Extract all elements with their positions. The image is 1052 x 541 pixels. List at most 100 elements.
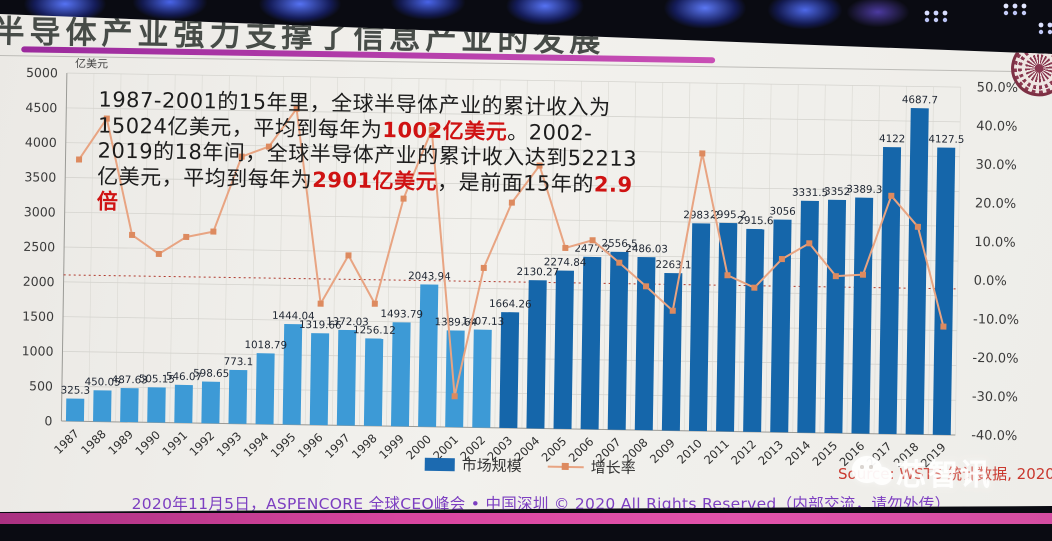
bar-2003 [499,312,520,429]
chart-legend: 市场规模 增长率 [424,454,636,478]
year-label-1995: 1995 [268,430,299,460]
year-label-1993: 1993 [214,429,245,459]
legend-item-growth-rate: 增长率 [547,456,636,478]
bar-label-2013: 3056 [769,205,795,217]
svg-text:3000: 3000 [24,204,56,219]
marker-1996 [317,300,324,307]
svg-text:-10.0%: -10.0% [973,312,1019,328]
year-label-1988: 1988 [78,427,109,457]
bar-1989 [120,388,139,423]
photo-bottom-strip [0,513,1052,524]
bar-1996 [309,333,330,426]
svg-text:40.0%: 40.0% [976,119,1018,135]
bar-2015 [824,199,847,434]
year-label-1996: 1996 [295,430,326,460]
bar-label-1994: 1018.79 [244,339,287,352]
unit-label: 亿美元 [75,57,108,71]
year-label-1989: 1989 [105,427,136,457]
marker-2005 [562,244,569,251]
bar-swatch-icon [424,457,455,472]
bar-1998 [363,338,384,427]
bar-2014 [797,200,819,433]
marker-2002 [480,264,487,271]
bar-2005 [553,270,575,430]
year-label-1990: 1990 [132,428,163,458]
bar-label-2005: 2274.84 [544,256,587,269]
marker-1987 [76,156,83,163]
bar-1987 [65,398,85,422]
bar-label-2018: 4687.7 [902,94,938,107]
bar-label-2009: 2263.1 [655,259,691,272]
svg-text:0.0%: 0.0% [974,274,1007,290]
svg-text:2500: 2500 [23,239,55,254]
year-label-1991: 1991 [159,428,190,458]
bar-label-2019: 4127.5 [928,133,964,146]
legend-label-market-size: 市场规模 [461,456,522,476]
bar-label-2002: 1407.13 [462,315,505,328]
marker-2016 [859,271,867,278]
marker-2011 [724,272,731,279]
svg-text:2000: 2000 [23,274,55,289]
annotation-segment: 1002亿美元 [382,117,508,144]
marker-2012 [751,284,758,291]
footer-text: 2020年11月5日，ASPENCORE 全球CEO峰会 • 中国深圳 © 20… [131,495,951,513]
year-label-2015: 2015 [810,438,841,468]
marker-2015 [832,273,839,280]
marker-1990 [155,250,162,257]
bar-label-2014: 3331.5 [792,187,828,200]
year-label-1992: 1992 [186,429,217,459]
svg-text:1500: 1500 [22,308,54,323]
bar-label-2016: 3389.3 [846,183,882,196]
marker-2013 [778,256,785,263]
bar-1988 [93,390,112,422]
annotation-text: 1987-2001的15年里，全球半导体产业的累计收入为15024亿美元，平均到… [97,88,647,225]
year-label-1994: 1994 [241,429,272,459]
bar-label-2008: 2486.03 [625,243,668,256]
bar-label-1999: 1493.79 [380,308,423,321]
svg-text:0: 0 [44,413,52,428]
marker-1991 [183,233,190,241]
annotation-segment: ，是前面15年的 [436,169,595,197]
marker-2018 [914,223,921,230]
source-text: Source: WSTS 统计数据, 2020 [838,465,1052,483]
bar-2009 [661,272,683,431]
marker-1992 [210,228,217,235]
led-panel-lights-icon [0,0,2,2]
bar-1990 [147,387,166,423]
svg-text:3500: 3500 [24,169,56,184]
bar-2016 [851,197,874,434]
bar-2008 [634,257,656,431]
bar-label-2017: 4122 [879,133,905,145]
year-label-2013: 2013 [755,437,786,467]
bar-1997 [336,329,357,426]
bar-2010 [688,223,711,432]
year-label-2010: 2010 [674,436,705,466]
bar-label-1993: 773.1 [224,356,254,368]
year-label-2011: 2011 [701,437,732,467]
bar-1994 [255,353,275,425]
bar-label-2012: 2915.6 [737,215,773,228]
year-label-1998: 1998 [349,431,380,461]
bar-2012 [743,228,765,433]
left-axis-labels: 0 500 1000 1500 2000 2500 3000 3500 4000 4500 5000 [22,65,58,428]
svg-text:4000: 4000 [25,135,57,150]
bar-label-1992: 598.65 [193,367,229,380]
bar-2018 [905,108,929,435]
marker-2017 [888,192,895,199]
year-label-1999: 1999 [376,432,407,462]
legend-label-growth-rate: 增长率 [590,458,636,478]
svg-text:20.0%: 20.0% [975,196,1017,212]
bar-2013 [770,219,792,433]
bar-2019 [932,147,956,435]
bar-label-1998: 1256.12 [353,324,396,337]
svg-text:-40.0%: -40.0% [971,428,1017,444]
bar-2000 [418,284,439,427]
year-label-2009: 2009 [647,436,678,466]
svg-text:30.0%: 30.0% [975,158,1017,174]
year-label-2014: 2014 [782,438,813,468]
bar-1992 [201,381,221,424]
marker-2010 [699,150,706,157]
marker-2008 [642,283,650,290]
svg-text:-20.0%: -20.0% [972,351,1018,367]
